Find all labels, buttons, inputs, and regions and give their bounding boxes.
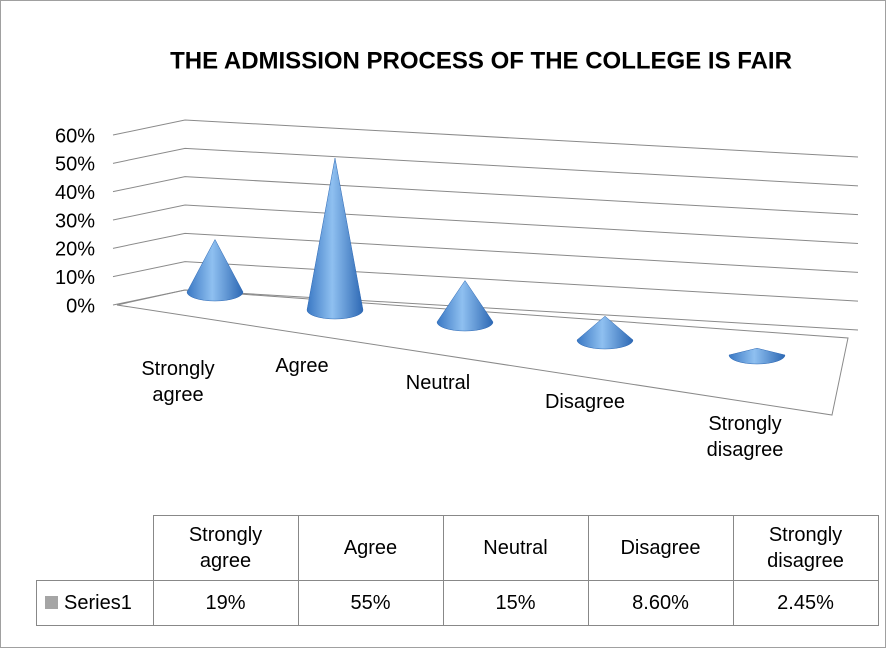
legend-key [45, 596, 58, 609]
value-label: 19% [152, 580, 299, 626]
grid-line [112, 147, 859, 187]
cone [728, 347, 786, 365]
value-label: 2.45% [732, 580, 879, 626]
y-tick-label: 50% [55, 154, 95, 176]
x-tick-label: Disagree [544, 391, 626, 413]
grid-line [112, 119, 859, 158]
table-header: Disagree [587, 515, 734, 581]
table-header: Agree [297, 515, 444, 581]
value-label: 15% [442, 580, 589, 626]
table-header: Neutral [442, 515, 589, 581]
table-header: Strongly disagree [732, 515, 879, 581]
x-tick-label: Neutral [405, 372, 471, 394]
y-tick-label: 60% [55, 125, 95, 147]
x-tick-label: Strongly disagree [706, 413, 784, 461]
table-header: Strongly agree [152, 515, 299, 581]
grid-line [112, 289, 859, 331]
x-tick-label: Strongly agree [141, 358, 215, 406]
grid-line [112, 176, 859, 216]
grid-line [112, 204, 859, 244]
cone [306, 157, 364, 320]
y-tick-label: 40% [55, 182, 95, 204]
y-tick-label: 20% [55, 239, 95, 261]
value-label: 55% [297, 580, 444, 626]
legend-cell: Series1 [36, 580, 154, 626]
y-tick-label: 10% [55, 267, 95, 289]
cone [186, 238, 244, 302]
x-tick-label: Agree [275, 355, 329, 377]
blank-cell [36, 515, 154, 581]
cone [576, 315, 634, 350]
data-table: Strongly agree Agree Neutral Disagree Strong… [36, 515, 879, 626]
grid-line [112, 261, 859, 302]
y-tick-label: 0% [66, 295, 95, 317]
y-tick-label: 30% [55, 210, 95, 232]
value-label: 8.60% [587, 580, 734, 626]
legend-label: Series1 [64, 592, 132, 614]
cone [436, 280, 494, 332]
chart-title: THE ADMISSION PROCESS OF THE COLLEGE IS … [170, 47, 792, 74]
grid-line [112, 232, 859, 273]
